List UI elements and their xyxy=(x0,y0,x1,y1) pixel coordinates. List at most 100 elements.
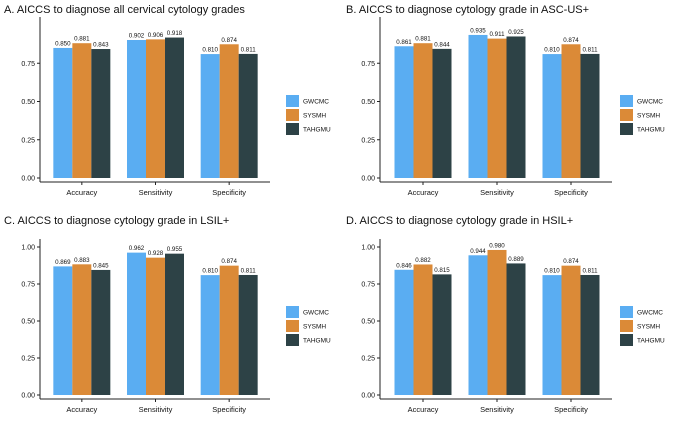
data-label: 0.861 xyxy=(396,39,412,46)
chart-title-c: C. AICCS to diagnose cytology grade in L… xyxy=(4,215,229,227)
x-category-label: Specificity xyxy=(554,405,588,414)
bar-sysmh-accuracy xyxy=(413,264,433,395)
data-label: 0.810 xyxy=(202,268,218,275)
legend-label-gwcmc: GWCMC xyxy=(637,99,663,106)
legend-swatch-gwcmc xyxy=(620,306,633,318)
data-label: 0.869 xyxy=(55,259,71,266)
y-tick-label: 1.00 xyxy=(21,245,35,252)
x-category-label: Accuracy xyxy=(408,188,439,197)
y-tick-label: 0.00 xyxy=(361,176,375,183)
data-label: 0.889 xyxy=(508,256,524,263)
bar-sysmh-specificity xyxy=(219,265,239,395)
chart-title-d: D. AICCS to diagnose cytology grade in H… xyxy=(346,215,573,227)
data-label: 0.883 xyxy=(74,257,90,264)
legend-swatch-gwcmc xyxy=(620,95,633,107)
bar-gwcmc-sensitivity xyxy=(468,255,488,395)
y-tick-label: 0.00 xyxy=(361,393,375,400)
data-label: 0.815 xyxy=(434,267,450,274)
legend-swatch-tahgmu xyxy=(620,334,633,346)
x-category-label: Specificity xyxy=(554,188,588,197)
legend-label-sysmh: SYSMH xyxy=(303,324,326,331)
y-tick-label: 0.75 xyxy=(361,282,375,289)
bar-tahgmu-sensitivity xyxy=(165,37,184,178)
y-tick-label: 0.75 xyxy=(21,61,35,68)
chart-title-b: B. AICCS to diagnose cytology grade in A… xyxy=(346,4,589,16)
legend-label-gwcmc: GWCMC xyxy=(637,310,663,317)
y-tick-label: 0.25 xyxy=(361,356,375,363)
bar-tahgmu-accuracy xyxy=(91,49,111,179)
data-label: 0.850 xyxy=(55,40,71,47)
data-label: 0.810 xyxy=(544,268,560,275)
x-category-label: Specificity xyxy=(212,188,246,197)
data-label: 0.918 xyxy=(167,30,183,37)
legend-swatch-gwcmc xyxy=(286,95,299,107)
bar-tahgmu-accuracy xyxy=(91,269,111,395)
y-tick-label: 0.00 xyxy=(21,393,35,400)
y-tick-label: 0.50 xyxy=(21,319,35,326)
data-label: 0.845 xyxy=(93,262,109,269)
legend-swatch-sysmh xyxy=(286,109,299,121)
bar-gwcmc-accuracy xyxy=(53,266,73,395)
data-label: 0.925 xyxy=(508,29,524,36)
legend-label-gwcmc: GWCMC xyxy=(303,310,329,317)
y-tick-label: 0.25 xyxy=(21,137,35,144)
y-tick-label: 0.50 xyxy=(361,319,375,326)
bar-tahgmu-sensitivity xyxy=(506,263,526,395)
bar-sysmh-sensitivity xyxy=(146,39,165,178)
chart-b: B. AICCS to diagnose cytology grade in A… xyxy=(346,4,665,197)
panel-b: B. AICCS to diagnose cytology grade in A… xyxy=(342,0,684,211)
bar-sysmh-specificity xyxy=(561,265,581,395)
legend-swatch-tahgmu xyxy=(286,123,299,135)
data-label: 0.843 xyxy=(93,42,109,49)
x-category-label: Specificity xyxy=(212,405,246,414)
data-label: 0.882 xyxy=(415,257,431,264)
bar-tahgmu-specificity xyxy=(580,53,600,178)
data-label: 0.881 xyxy=(74,36,90,43)
chart-a: A. AICCS to diagnose all cervical cytolo… xyxy=(4,4,331,197)
panel-a: A. AICCS to diagnose all cervical cytolo… xyxy=(0,0,342,211)
bar-gwcmc-specificity xyxy=(200,275,220,395)
data-label: 0.846 xyxy=(396,262,412,269)
bar-sysmh-accuracy xyxy=(413,43,433,178)
bar-tahgmu-specificity xyxy=(238,53,258,178)
chart-c: C. AICCS to diagnose cytology grade in L… xyxy=(4,215,331,414)
legend-label-tahgmu: TAHGMU xyxy=(637,127,665,134)
data-label: 0.902 xyxy=(129,32,145,39)
data-label: 0.874 xyxy=(563,258,579,265)
data-label: 0.944 xyxy=(470,248,486,255)
legend-label-tahgmu: TAHGMU xyxy=(637,338,665,345)
x-category-label: Accuracy xyxy=(66,188,97,197)
x-category-label: Sensitivity xyxy=(139,405,173,414)
legend-swatch-sysmh xyxy=(286,320,299,332)
y-tick-label: 0.75 xyxy=(21,282,35,289)
data-label: 0.911 xyxy=(489,31,505,38)
chart-d: D. AICCS to diagnose cytology grade in H… xyxy=(346,215,665,414)
legend-swatch-tahgmu xyxy=(620,123,633,135)
bar-gwcmc-specificity xyxy=(542,275,562,395)
data-label: 0.844 xyxy=(434,41,450,48)
y-tick-label: 0.75 xyxy=(361,61,375,68)
bar-tahgmu-specificity xyxy=(238,274,258,395)
y-tick-label: 0.50 xyxy=(21,99,35,106)
data-label: 0.962 xyxy=(129,245,145,252)
legend-label-tahgmu: TAHGMU xyxy=(303,127,331,134)
legend-label-tahgmu: TAHGMU xyxy=(303,338,331,345)
legend-label-sysmh: SYSMH xyxy=(637,113,660,120)
bar-sysmh-sensitivity xyxy=(487,249,507,395)
bar-sysmh-sensitivity xyxy=(146,257,165,395)
data-label: 0.811 xyxy=(241,46,257,53)
data-label: 0.811 xyxy=(582,46,598,53)
data-label: 0.811 xyxy=(241,267,257,274)
bar-sysmh-accuracy xyxy=(72,264,92,395)
y-tick-label: 1.00 xyxy=(361,245,375,252)
data-label: 0.874 xyxy=(221,258,237,265)
legend-swatch-sysmh xyxy=(620,320,633,332)
legend-swatch-tahgmu xyxy=(286,334,299,346)
data-label: 0.811 xyxy=(582,267,598,274)
bar-gwcmc-sensitivity xyxy=(127,252,146,395)
legend-label-sysmh: SYSMH xyxy=(303,113,326,120)
panel-c: C. AICCS to diagnose cytology grade in L… xyxy=(0,211,342,422)
data-label: 0.874 xyxy=(221,37,237,44)
bar-sysmh-sensitivity xyxy=(487,38,507,178)
bar-sysmh-accuracy xyxy=(72,43,92,178)
